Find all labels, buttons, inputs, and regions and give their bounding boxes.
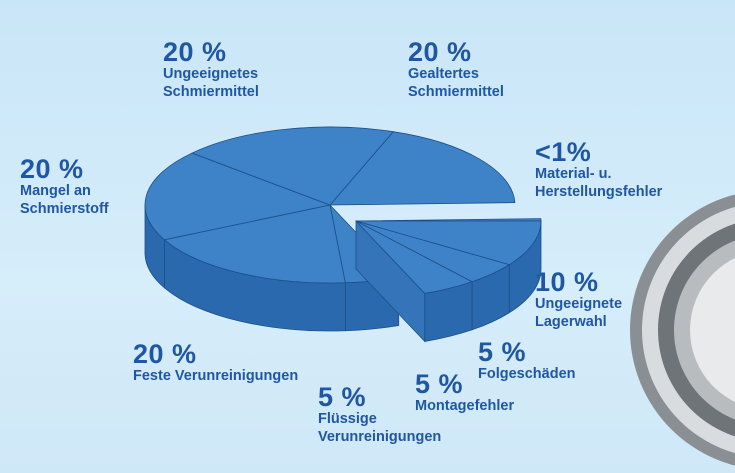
value-label: 5 % [318, 383, 468, 411]
category-label: Mangel an Schmierstoff [20, 183, 150, 218]
value-label: 10 % [535, 268, 655, 296]
slice-label: 20 %Ungeeignetes Schmiermittel [163, 38, 303, 101]
value-label: 20 % [163, 38, 303, 66]
slice-label: 20 %Mangel an Schmierstoff [20, 155, 150, 218]
slice-label: <1%Material- u. Herstellungsfehler [535, 138, 695, 201]
category-label: Gealtertes Schmiermittel [408, 66, 538, 101]
value-label: <1% [535, 138, 695, 166]
category-label: Feste Verunreinigungen [133, 368, 303, 385]
value-label: 20 % [133, 340, 303, 368]
infographic: 20 %Gealtertes Schmiermittel<1%Material-… [0, 0, 735, 473]
category-label: Material- u. Herstellungsfehler [535, 166, 695, 201]
slice-label: 20 %Gealtertes Schmiermittel [408, 38, 538, 101]
category-label: Flüssige Verunreinigungen [318, 411, 468, 446]
category-label: Ungeeignete Lagerwahl [535, 296, 655, 331]
value-label: 20 % [408, 38, 538, 66]
value-label: 20 % [20, 155, 150, 183]
value-label: 5 % [478, 338, 588, 366]
category-label: Ungeeignetes Schmiermittel [163, 66, 303, 101]
slice-label: 5 %Flüssige Verunreinigungen [318, 383, 468, 446]
slice-label: 10 %Ungeeignete Lagerwahl [535, 268, 655, 331]
slice-label: 20 %Feste Verunreinigungen [133, 340, 303, 386]
